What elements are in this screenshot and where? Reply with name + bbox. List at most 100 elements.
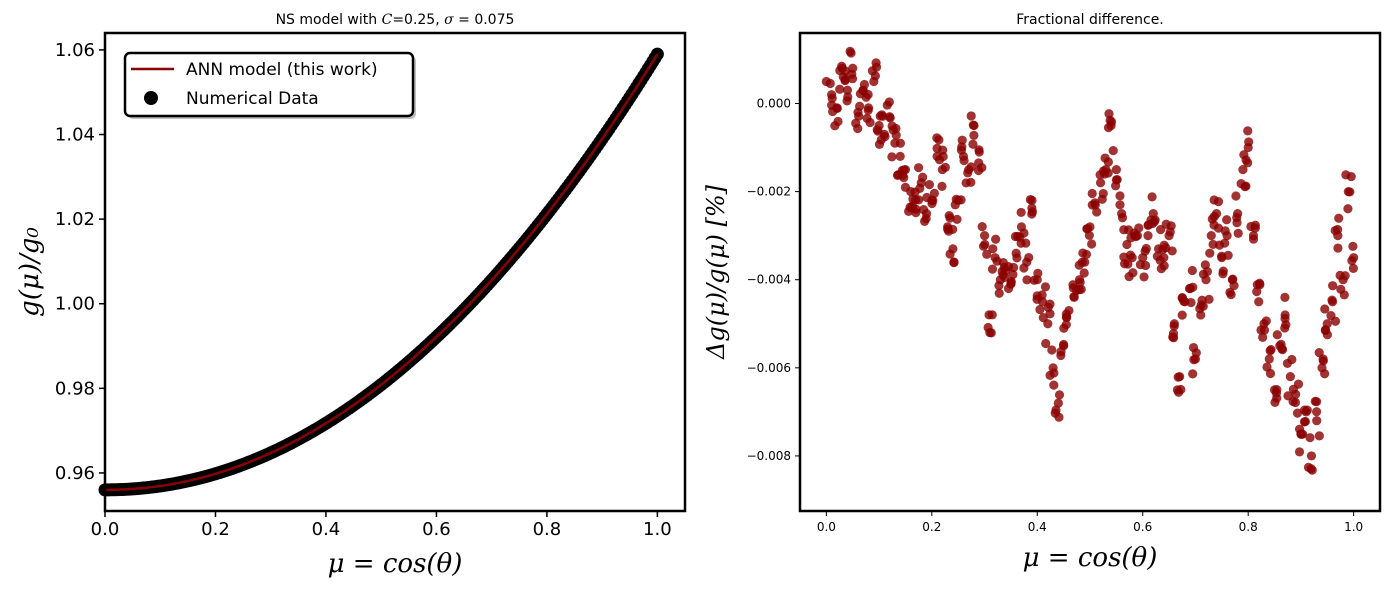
scatter-point <box>870 71 880 81</box>
scatter-point <box>1027 207 1038 217</box>
scatter-point <box>929 188 939 198</box>
scatter-point <box>832 103 842 113</box>
scatter-point <box>1029 275 1039 285</box>
scatter-point <box>1188 342 1199 353</box>
scatter-point <box>1335 270 1345 280</box>
scatter-point <box>853 123 863 134</box>
scatter-point <box>1238 164 1248 175</box>
scatter-point <box>1198 269 1209 279</box>
scatter-point <box>1348 241 1358 251</box>
scatter-point <box>950 200 960 210</box>
scatter-point <box>1282 358 1293 369</box>
scatter-point <box>987 264 998 274</box>
scatter-point <box>1098 188 1108 199</box>
scatter-point <box>842 85 853 95</box>
scatter-point <box>1095 178 1106 188</box>
left-chart-title: NS model with C=0.25, σ = 0.075 <box>276 12 515 28</box>
scatter-point <box>882 100 892 110</box>
scatter-point <box>940 162 950 172</box>
left-plot-frame <box>103 31 687 513</box>
scatter-point <box>1040 282 1051 292</box>
scatter-point <box>982 249 992 259</box>
scatter-point <box>1327 295 1337 305</box>
right-chart-title: Fractional difference. <box>1016 12 1164 28</box>
scatter-point <box>1159 261 1169 271</box>
scatter-point <box>840 74 850 85</box>
scatter-point <box>1280 292 1290 302</box>
scatter-point <box>1252 287 1262 297</box>
left-x-tick-label: 0.8 <box>533 519 562 540</box>
scatter-point <box>1306 464 1316 474</box>
scatter-point <box>938 151 948 162</box>
scatter-point <box>937 181 947 192</box>
scatter-point <box>1334 213 1344 223</box>
scatter-point <box>1285 372 1295 382</box>
left-y-tick-label: 0.96 <box>55 463 95 484</box>
scatter-point <box>843 92 853 102</box>
scatter-point <box>854 111 864 121</box>
scatter-point <box>855 101 865 111</box>
right-plot-frame <box>798 31 1382 513</box>
scatter-point <box>1288 396 1298 407</box>
scatter-point <box>1220 238 1230 248</box>
scatter-point <box>1079 268 1089 278</box>
scatter-point <box>827 93 837 103</box>
scatter-point <box>1112 174 1122 185</box>
left-x-tick-label: 0.2 <box>201 519 230 540</box>
scatter-point <box>1328 281 1338 291</box>
scatter-point <box>1311 397 1322 407</box>
scatter-point <box>977 221 987 232</box>
scatter-point <box>1333 243 1343 253</box>
scatter-point <box>968 139 978 149</box>
scatter-point <box>1312 416 1322 426</box>
scatter-point <box>1061 309 1071 319</box>
scatter-point <box>1043 319 1053 329</box>
scatter-point <box>1243 126 1253 136</box>
scatter-point <box>1147 218 1158 229</box>
scatter-point <box>1135 260 1145 270</box>
scatter-point <box>991 234 1001 244</box>
scatter-point <box>1016 207 1026 218</box>
scatter-point <box>1186 297 1196 308</box>
scatter-point <box>1272 330 1282 340</box>
scatter-point <box>1117 213 1128 223</box>
scatter-point <box>1022 275 1032 285</box>
scatter-point <box>1272 393 1282 403</box>
scatter-point <box>885 113 895 123</box>
scatter-point <box>1297 429 1308 439</box>
scatter-point <box>1100 153 1110 163</box>
scatter-point <box>1049 368 1059 378</box>
scatter-point <box>1006 278 1016 288</box>
scatter-point <box>1105 115 1115 125</box>
scatter-point <box>1265 368 1276 379</box>
scatter-point <box>1320 304 1330 314</box>
scatter-point <box>1187 265 1197 276</box>
scatter-point <box>899 173 909 183</box>
scatter-point <box>895 138 906 148</box>
scatter-point <box>914 195 924 205</box>
scatter-point <box>974 158 984 168</box>
scatter-point <box>871 62 882 72</box>
scatter-point <box>1141 243 1151 254</box>
scatter-point <box>934 135 944 145</box>
left-y-tick-label: 1.00 <box>55 294 95 315</box>
scatter-point <box>948 224 958 235</box>
scatter-point <box>928 195 938 206</box>
scatter-point <box>1037 290 1047 300</box>
scatter-point <box>1051 405 1061 415</box>
scatter-point <box>863 89 873 100</box>
scatter-point <box>957 142 967 152</box>
scatter-point <box>1035 304 1045 315</box>
scatter-point <box>1090 198 1100 208</box>
scatter-point <box>1092 207 1102 217</box>
scatter-point <box>1326 311 1336 321</box>
scatter-point <box>1223 250 1233 260</box>
scatter-point <box>1115 191 1125 201</box>
scatter-point <box>984 310 994 320</box>
scatter-point <box>1008 262 1019 273</box>
left-x-tick-label: 0.6 <box>422 519 451 540</box>
left-y-tick-label: 1.02 <box>55 209 95 230</box>
right-x-tick-label: 0.0 <box>817 520 836 534</box>
scatter-point <box>1280 313 1290 324</box>
